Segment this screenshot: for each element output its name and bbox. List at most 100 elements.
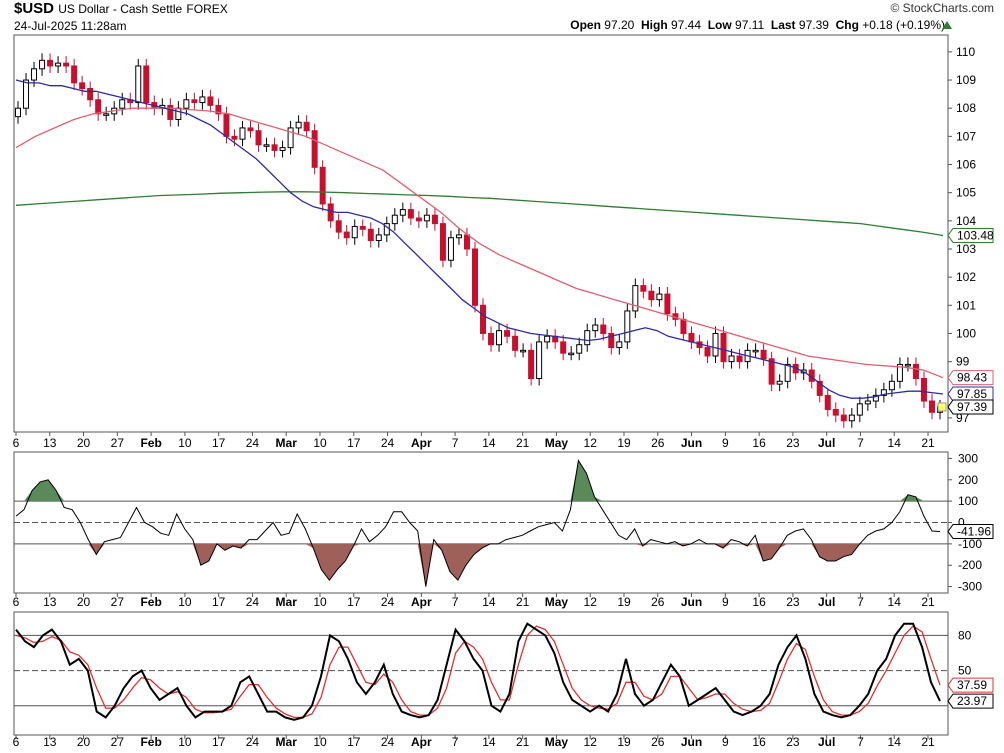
low-label: Low xyxy=(707,18,732,32)
x-tick-label: 24 xyxy=(381,735,395,749)
x-tick-label: 23 xyxy=(786,735,800,749)
x-tick-label: 17 xyxy=(347,735,361,749)
last-value: 97.39 xyxy=(798,18,829,32)
candle-body xyxy=(928,400,935,413)
last-price-tag-text: 97.39 xyxy=(957,400,987,414)
sma50-value-tag-box xyxy=(947,370,994,386)
candle-body xyxy=(712,332,719,357)
candle-body xyxy=(39,59,46,70)
x-tick-label: 27 xyxy=(111,595,125,609)
candle-body xyxy=(736,355,743,363)
candle-body xyxy=(704,347,711,357)
y-tick-label: 106 xyxy=(956,158,976,172)
stoch-k-value-tag-text: 23.97 xyxy=(957,694,987,708)
x-tick-label: 24 xyxy=(381,595,395,609)
x-tick-label: 14 xyxy=(888,735,902,749)
x-tick-label: 7 xyxy=(452,735,459,749)
panel-frame-3 xyxy=(13,611,949,736)
symbol-label: $USD xyxy=(14,0,55,17)
candle-body xyxy=(343,231,350,239)
x-tick-label: 14 xyxy=(482,735,496,749)
candle-body xyxy=(496,330,503,346)
sma50-value-tag: 98.43 xyxy=(947,370,994,386)
x-tick-label: 6 xyxy=(13,436,20,450)
y-tick-label: -300 xyxy=(958,580,982,594)
candle-body xyxy=(632,285,639,312)
candle-body xyxy=(303,121,310,132)
candle-body xyxy=(63,62,70,67)
x-tick-label: 17 xyxy=(347,595,361,609)
x-tick-label: 26 xyxy=(651,735,665,749)
stoch-d-value-tag: 37.59 xyxy=(947,677,994,693)
x-tick-label: 21 xyxy=(516,735,530,749)
candle-body xyxy=(351,225,358,239)
x-tick-label: 19 xyxy=(617,735,631,749)
up-triangle-icon xyxy=(942,21,952,29)
sma200-value-tag: 103.48 xyxy=(947,227,994,243)
candle-body xyxy=(536,341,543,380)
x-tick-label: 21 xyxy=(921,735,935,749)
x-tick-label: 27 xyxy=(111,436,125,450)
candle-body xyxy=(888,380,895,391)
x-tick-label: 24 xyxy=(246,735,260,749)
x-tick-label: 10 xyxy=(178,436,192,450)
x-tick-label: 9 xyxy=(722,595,729,609)
candle-body xyxy=(656,293,663,301)
sma50-line xyxy=(15,107,944,379)
x-tick-label: 7 xyxy=(857,595,864,609)
x-tick-label: Jul xyxy=(818,436,835,450)
candle-body xyxy=(391,214,398,225)
candle-body xyxy=(143,65,150,104)
y-tick-label: 99 xyxy=(956,355,970,369)
x-tick-label: 27 xyxy=(111,735,125,749)
candle-body xyxy=(463,234,470,250)
candle-body xyxy=(263,144,270,147)
cci-line xyxy=(15,459,941,587)
x-tick-label: 6 xyxy=(13,735,20,749)
x-tick-label: 19 xyxy=(617,595,631,609)
exchange-label: FOREX xyxy=(186,2,228,16)
x-tick-label: 20 xyxy=(77,595,91,609)
x-tick-label: Jul xyxy=(818,735,835,749)
x-tick-label: 17 xyxy=(212,595,226,609)
x-tick-label: Apr xyxy=(411,595,432,609)
x-tick-label: 24 xyxy=(246,595,260,609)
x-tick-label: Feb xyxy=(140,436,161,450)
candle-body xyxy=(247,127,254,132)
candle-body xyxy=(335,220,342,233)
candle-body xyxy=(528,349,535,380)
x-tick-label: 7 xyxy=(857,735,864,749)
x-tick-label: Apr xyxy=(411,735,432,749)
x-tick-label: 26 xyxy=(651,595,665,609)
sma50-value-tag-text: 98.43 xyxy=(957,371,987,385)
stoch-d-value-tag-box xyxy=(947,677,994,693)
y-tick-label: 102 xyxy=(956,270,976,284)
brand-logo: © StockCharts.com xyxy=(890,1,994,15)
candle-body xyxy=(95,99,102,115)
y-tick-label: 108 xyxy=(956,101,976,115)
candle-body xyxy=(896,363,903,382)
y-tick-label: 200 xyxy=(958,473,978,487)
y-tick-label: 100 xyxy=(958,494,978,508)
candle-body xyxy=(680,318,687,334)
cci-value-tag: -41.96 xyxy=(947,523,994,539)
stoch-k-value-tag-box xyxy=(947,693,994,709)
panel-frame-1 xyxy=(13,34,949,433)
x-tick-label: 21 xyxy=(516,595,530,609)
candle-body xyxy=(648,290,655,301)
candle-body xyxy=(856,403,863,416)
candle-body xyxy=(15,107,21,118)
open-label: Open xyxy=(570,18,601,32)
candle-body xyxy=(832,408,839,416)
candle-body xyxy=(848,414,855,422)
x-tick-label: 10 xyxy=(178,595,192,609)
candle-body xyxy=(912,363,919,380)
x-tick-label: 10 xyxy=(178,735,192,749)
sma200-value-tag-text: 103.48 xyxy=(957,228,994,242)
x-tick-label: 13 xyxy=(43,595,57,609)
last-price-tag-box xyxy=(947,399,994,415)
x-tick-label: 17 xyxy=(347,436,361,450)
x-tick-label: 13 xyxy=(43,735,57,749)
candle-body xyxy=(471,248,478,306)
